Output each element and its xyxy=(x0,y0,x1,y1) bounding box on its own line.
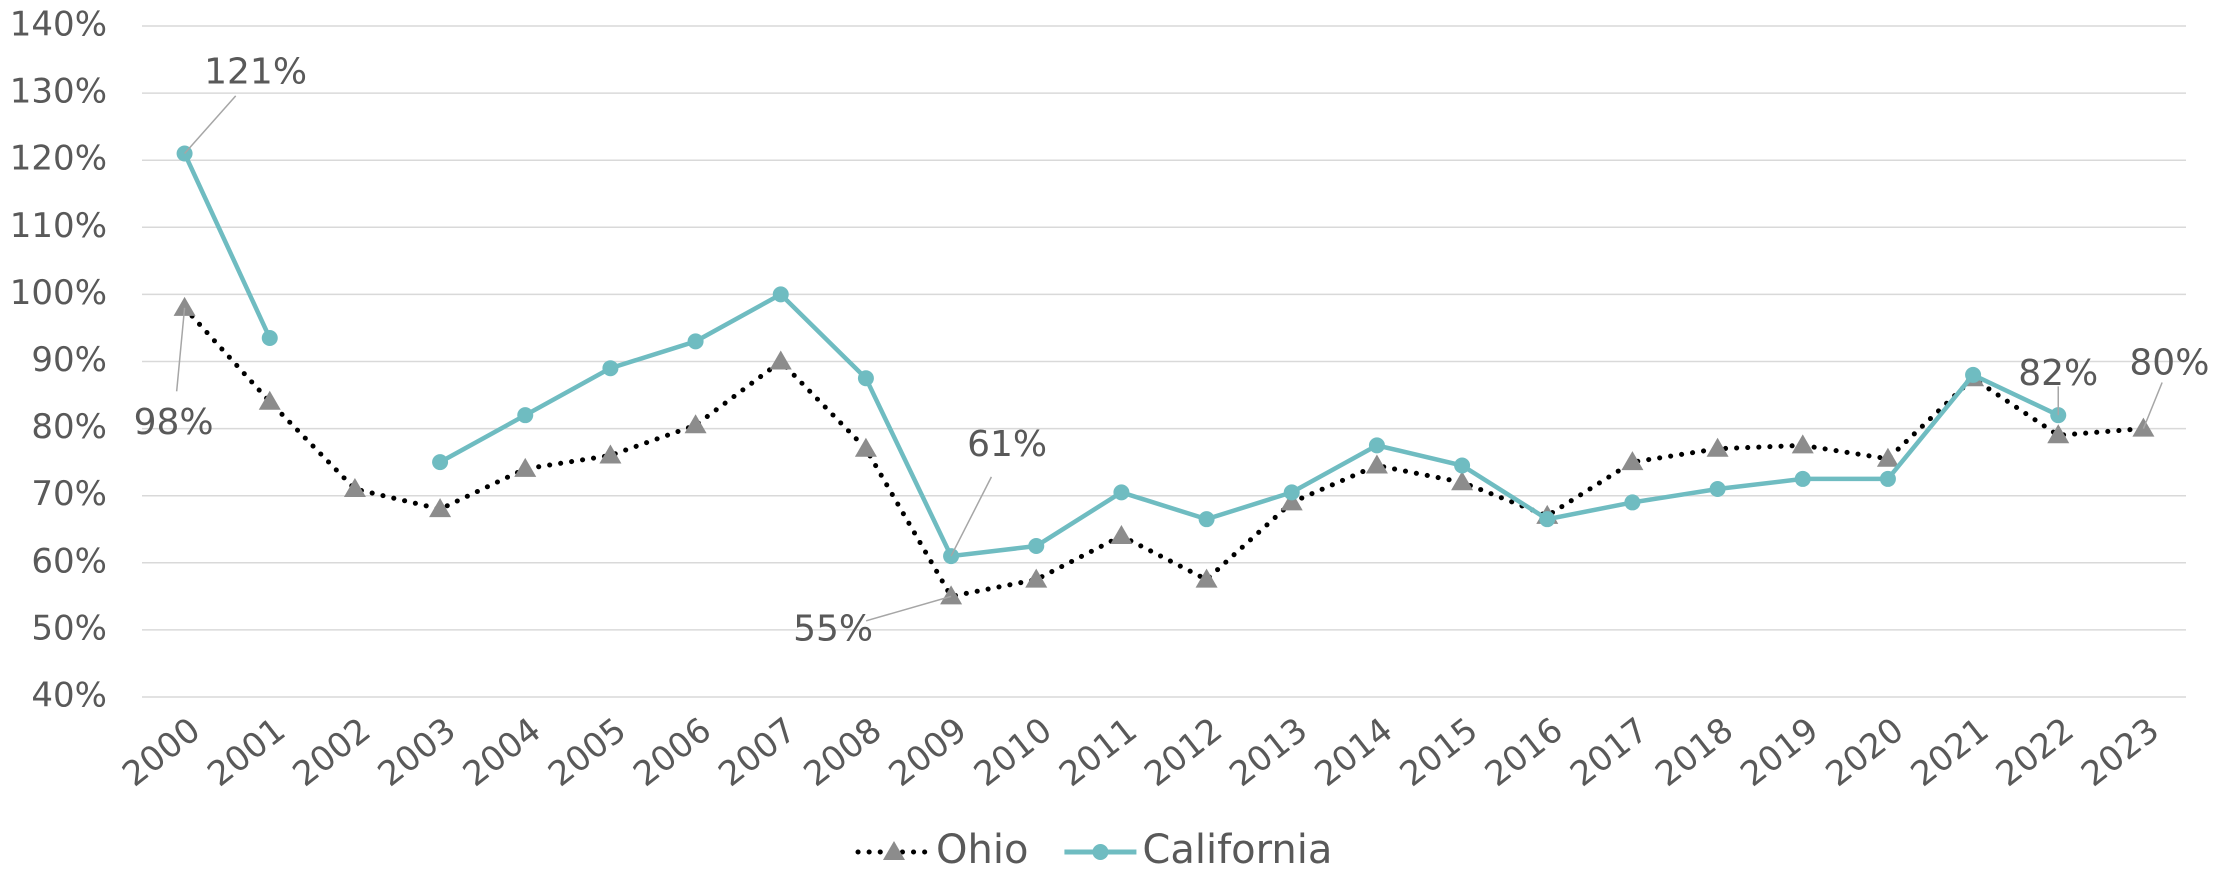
leader-line xyxy=(184,95,237,154)
marker xyxy=(343,477,366,497)
x-tick-label: 2013 xyxy=(1222,710,1315,795)
marker xyxy=(258,390,281,410)
leader-line xyxy=(865,595,952,622)
marker xyxy=(1624,494,1641,511)
x-tick-label: 2022 xyxy=(1989,710,2082,795)
x-tick-label: 2023 xyxy=(2074,710,2167,795)
y-tick-label: 60% xyxy=(31,541,107,581)
marker xyxy=(429,498,452,518)
x-tick-label: 2015 xyxy=(1393,710,1486,795)
marker xyxy=(857,370,874,387)
data-label: 121% xyxy=(204,51,307,92)
y-tick-label: 70% xyxy=(31,474,107,514)
marker xyxy=(1965,366,1982,383)
marker xyxy=(1025,568,1048,588)
x-tick-label: 2021 xyxy=(1904,710,1997,795)
marker xyxy=(684,414,707,434)
marker xyxy=(1113,484,1130,501)
marker xyxy=(173,296,196,316)
marker xyxy=(1539,511,1556,528)
y-tick-label: 120% xyxy=(10,139,107,179)
y-tick-label: 90% xyxy=(31,340,107,380)
marker xyxy=(854,437,877,457)
x-tick-label: 2003 xyxy=(371,710,464,795)
marker xyxy=(1195,568,1218,588)
marker xyxy=(1365,454,1388,474)
y-tick-label: 140% xyxy=(10,5,107,45)
leader-line xyxy=(2142,382,2163,429)
x-tick-label: 2019 xyxy=(1733,710,1826,795)
y-tick-label: 40% xyxy=(31,676,107,716)
data-label: 80% xyxy=(2129,343,2209,384)
data-label: 55% xyxy=(793,608,873,649)
marker xyxy=(1368,437,1385,454)
marker xyxy=(599,444,622,464)
marker xyxy=(2047,424,2070,444)
marker xyxy=(602,360,619,377)
marker xyxy=(1451,471,1474,491)
x-tick-label: 2007 xyxy=(711,710,804,795)
x-tick-label: 2008 xyxy=(796,710,889,795)
x-tick-label: 2002 xyxy=(285,710,378,795)
data-label: 82% xyxy=(2018,353,2098,394)
marker xyxy=(261,330,278,347)
marker xyxy=(1110,524,1133,544)
x-tick-label: 2001 xyxy=(200,710,293,795)
x-tick-label: 2009 xyxy=(882,710,975,795)
marker xyxy=(1879,470,1896,487)
marker xyxy=(1876,447,1899,467)
x-tick-label: 2005 xyxy=(541,710,634,795)
marker xyxy=(1283,484,1300,501)
marker xyxy=(1709,480,1726,497)
marker xyxy=(1621,451,1644,471)
marker xyxy=(1198,511,1215,528)
x-tick-label: 2018 xyxy=(1648,710,1741,795)
marker xyxy=(1280,491,1303,511)
marker xyxy=(1454,457,1471,474)
series-line xyxy=(182,305,2146,600)
legend-label: Ohio xyxy=(936,827,1028,872)
legend-marker xyxy=(883,841,905,860)
x-tick-label: 2016 xyxy=(1478,710,1571,795)
leader-line xyxy=(950,476,993,557)
leader-line xyxy=(175,307,186,392)
y-tick-label: 130% xyxy=(10,72,107,112)
x-tick-label: 2010 xyxy=(967,710,1060,795)
y-tick-label: 100% xyxy=(10,273,107,313)
legend-marker xyxy=(1092,844,1109,860)
y-tick-label: 50% xyxy=(31,608,107,648)
marker xyxy=(769,350,792,370)
marker xyxy=(1794,470,1811,487)
series-line xyxy=(182,152,2060,559)
y-tick-label: 110% xyxy=(10,206,107,246)
x-tick-label: 2000 xyxy=(115,710,208,795)
data-label: 61% xyxy=(967,424,1047,465)
x-tick-label: 2011 xyxy=(1052,710,1145,795)
marker xyxy=(432,454,449,471)
x-tick-label: 2017 xyxy=(1563,710,1656,795)
marker xyxy=(514,457,537,477)
x-tick-label: 2014 xyxy=(1307,710,1400,795)
x-tick-label: 2004 xyxy=(456,710,549,795)
y-tick-label: 80% xyxy=(31,407,107,447)
legend-label: California xyxy=(1142,827,1332,872)
marker xyxy=(517,407,534,424)
marker xyxy=(1791,434,1814,454)
x-tick-label: 2020 xyxy=(1818,710,1911,795)
marker xyxy=(687,333,704,350)
x-tick-label: 2012 xyxy=(1137,710,1230,795)
marker xyxy=(1028,538,1045,555)
marker xyxy=(772,286,789,303)
x-tick-label: 2006 xyxy=(626,710,719,795)
marker xyxy=(940,585,963,605)
marker xyxy=(1706,437,1729,457)
data-label: 98% xyxy=(134,402,214,443)
